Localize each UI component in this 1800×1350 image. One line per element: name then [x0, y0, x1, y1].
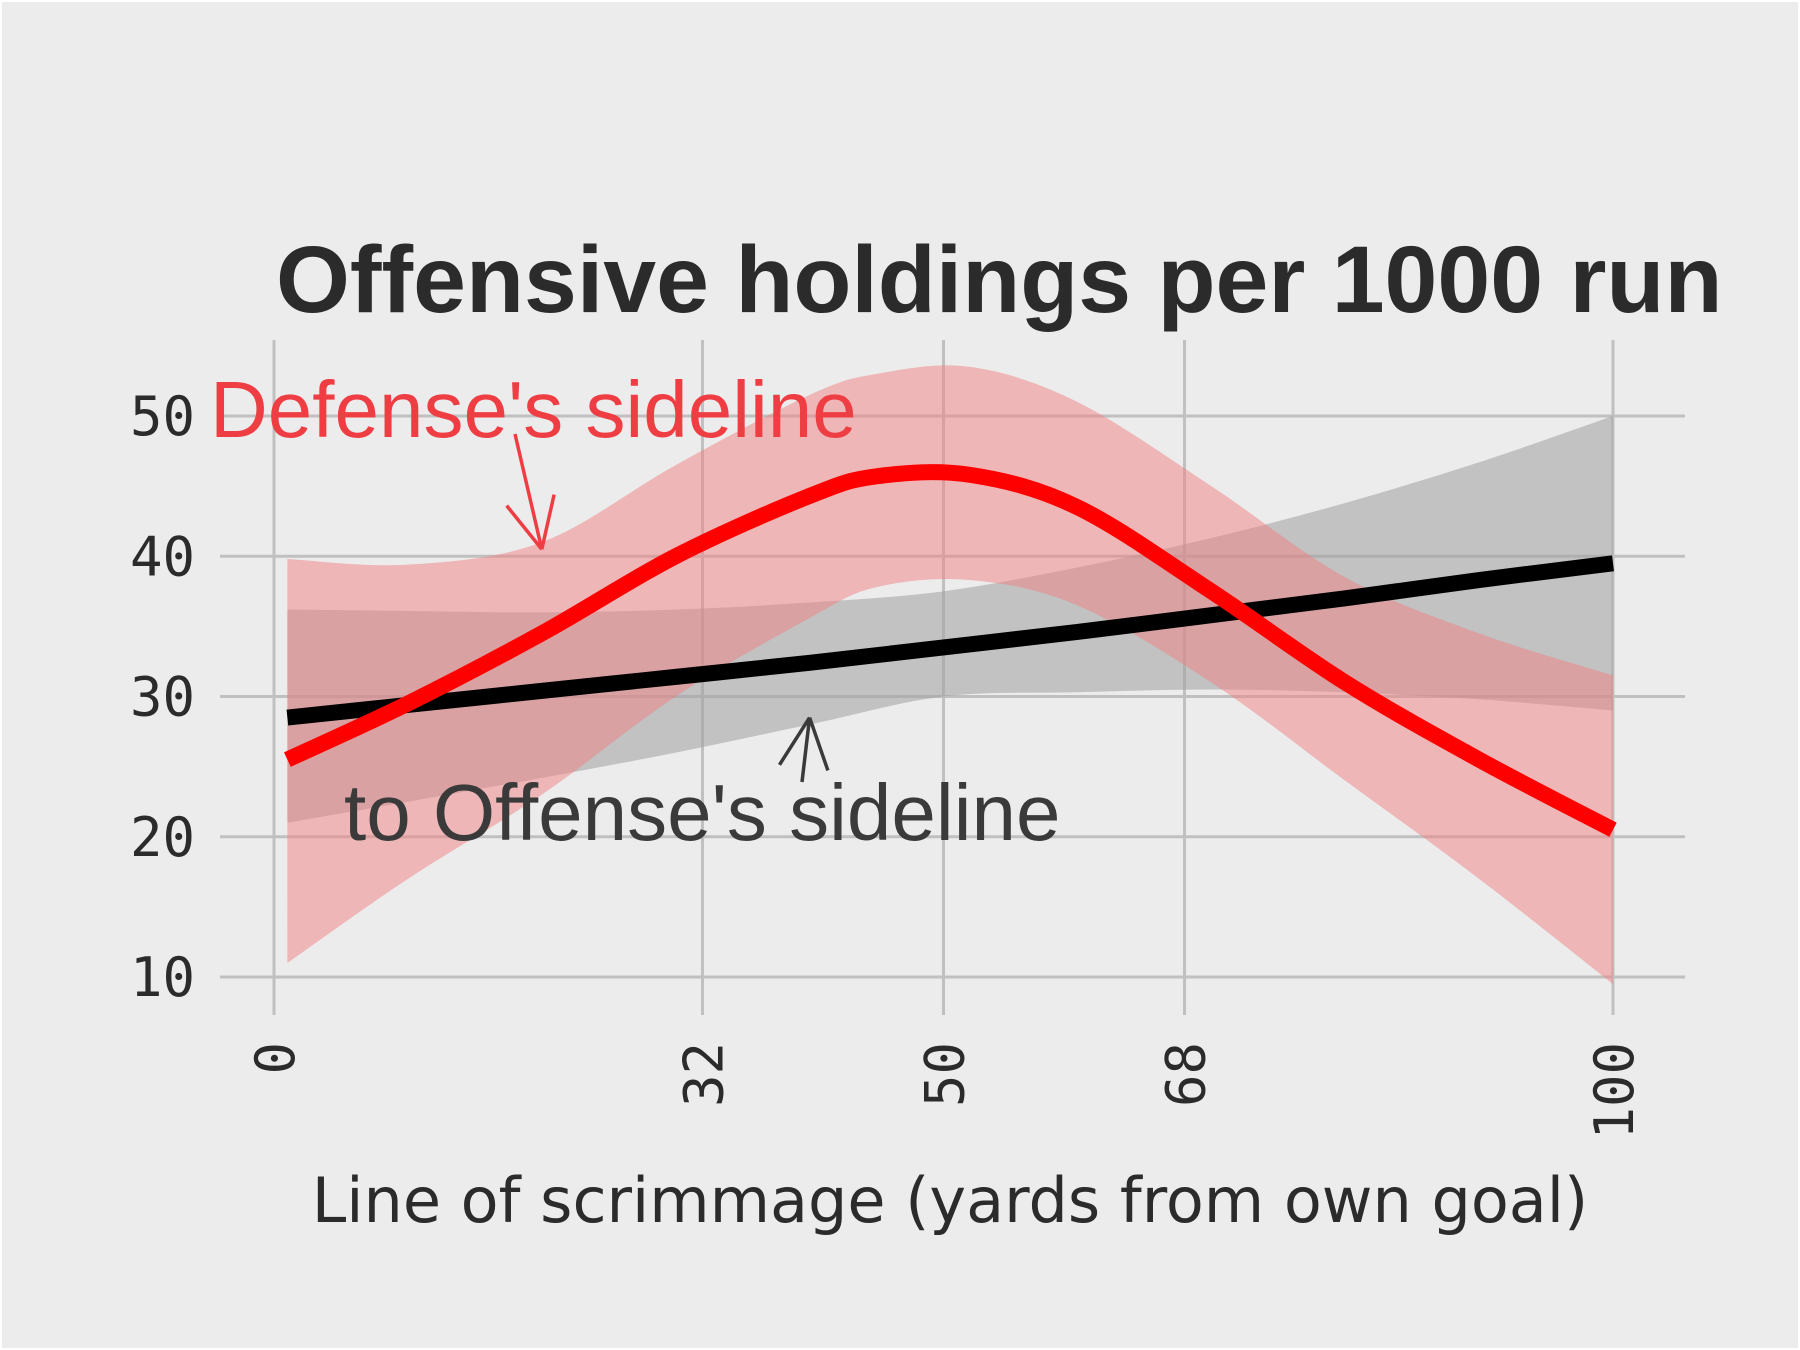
- x-tick-32: 32: [672, 1042, 735, 1107]
- x-tick-68: 68: [1155, 1042, 1218, 1107]
- y-tick-30: 30: [130, 666, 195, 729]
- y-tick-10: 10: [130, 946, 195, 1009]
- y-tick-40: 40: [130, 525, 195, 588]
- x-tick-50: 50: [914, 1042, 977, 1107]
- arrow-defense: [505, 433, 556, 551]
- annotation-offense-sideline: to Offense's sideline: [344, 768, 1060, 857]
- line-defense: [284, 464, 1617, 837]
- chart-title: Offensive holdings per 1000 run: [276, 227, 1722, 333]
- annotation-arrows: [505, 433, 830, 783]
- series-lines: [284, 464, 1617, 837]
- annotation-defense-sideline: Defense's sideline: [210, 365, 857, 454]
- x-axis-label: Line of scrimmage (yards from own goal): [312, 1164, 1588, 1237]
- y-tick-20: 20: [130, 806, 195, 869]
- y-tick-labels: 10 20 30 40 50: [130, 385, 195, 1009]
- y-tick-50: 50: [130, 385, 195, 448]
- x-tick-0: 0: [244, 1042, 307, 1075]
- arrow-offense: [778, 716, 830, 783]
- band-defense: [287, 365, 1613, 985]
- line-offense: [286, 555, 1614, 726]
- x-tick-100: 100: [1583, 1042, 1646, 1140]
- confidence-bands: [287, 365, 1613, 985]
- x-tick-labels: 0 32 50 68 100: [244, 1042, 1646, 1140]
